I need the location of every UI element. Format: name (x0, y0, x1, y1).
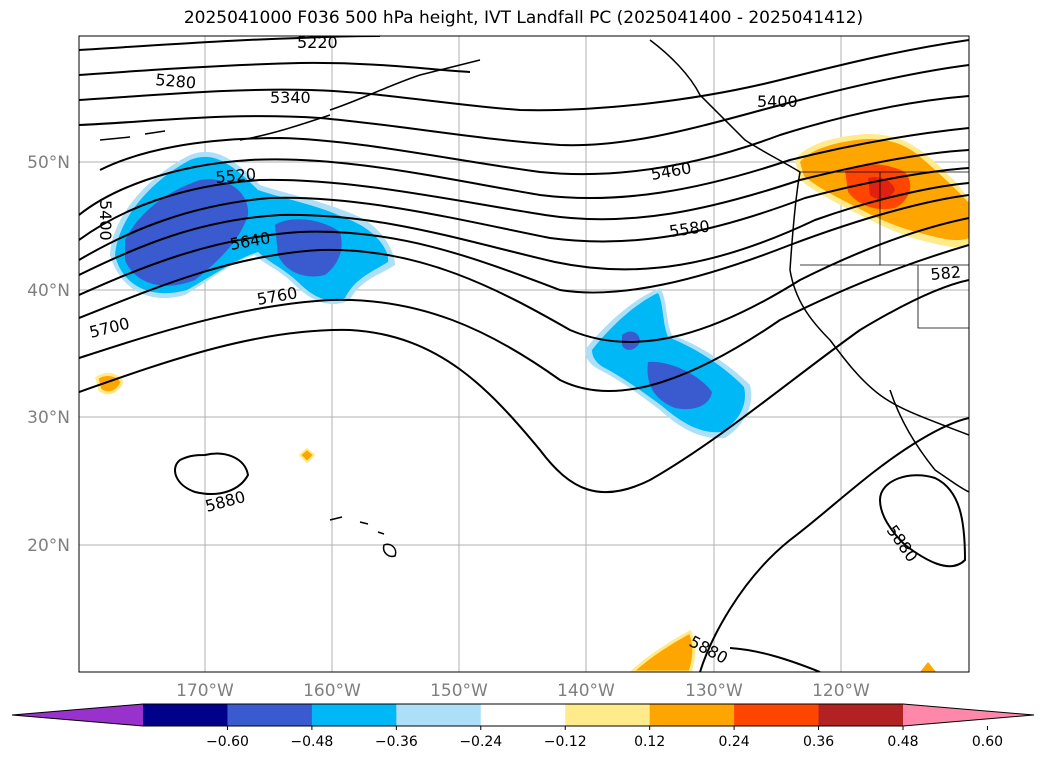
longitude-labels: 170°W 160°W 150°W 140°W 130°W 120°W (176, 681, 870, 701)
ivt-negative-region-east (585, 288, 752, 439)
colorbar-tick-label: 0.48 (887, 734, 918, 750)
contour-label: 5400 (96, 200, 115, 241)
colorbar-extend-high (903, 704, 1034, 726)
colorbar-tick-label: 0.12 (634, 734, 665, 750)
colorbar-tick-label: 0.60 (972, 734, 1003, 750)
map-panel (79, 36, 969, 672)
lat-label: 50°N (27, 153, 70, 173)
lon-label: 170°W (176, 681, 234, 701)
contour-label: 5520 (215, 165, 257, 187)
lon-label: 130°W (685, 681, 743, 701)
colorbar-tick-label: −0.36 (375, 734, 418, 750)
colorbar-tick-label: 0.24 (719, 734, 750, 750)
colorbar-bin (143, 704, 228, 726)
colorbar-bin (311, 704, 397, 726)
colorbar-bin (734, 704, 820, 726)
colorbar-outline (11, 703, 1035, 727)
lat-label: 40°N (27, 281, 70, 301)
colorbar-tick-label: −0.48 (290, 734, 333, 750)
colorbar-tick-label: −0.12 (544, 734, 587, 750)
contour-label: 582 (930, 262, 962, 284)
colorbar-extend-low (12, 704, 143, 726)
ivt-spot-south (629, 629, 696, 672)
colorbar-tick-label: 0.36 (803, 734, 834, 750)
colorbar-bin (565, 704, 651, 726)
height-contours (79, 36, 969, 672)
ivt-positive-region-northeast (795, 133, 969, 248)
latitude-labels: 50°N 40°N 30°N 20°N (27, 153, 70, 556)
lon-label: 140°W (557, 681, 615, 701)
contour-label: 5400 (757, 92, 798, 111)
lat-label: 20°N (27, 536, 70, 556)
colorbar-bin (649, 704, 735, 726)
colorbar-bin (227, 704, 313, 726)
colorbar-tick-label: −0.60 (206, 734, 249, 750)
colorbar-bin (396, 704, 482, 726)
ivt-spot-southeast (920, 662, 936, 672)
colorbar-bin (480, 704, 566, 726)
map-frame (78, 35, 970, 673)
colorbar: −0.60 −0.48 −0.36 −0.24 −0.12 0.12 0.24 0.36 0.4… (11, 703, 1035, 750)
ivt-spot-mid (298, 447, 316, 464)
coastlines (99, 39, 969, 558)
colorbar-bin (818, 704, 904, 726)
lon-label: 120°W (812, 681, 870, 701)
state-borders (800, 171, 969, 329)
lon-label: 150°W (430, 681, 488, 701)
contour-label: 5340 (270, 88, 311, 107)
colorbar-tick-label: −0.24 (459, 734, 502, 750)
contour-label: 5280 (155, 70, 197, 92)
contour-label: 5220 (297, 33, 338, 52)
map-title: 2025041000 F036 500 hPa height, IVT Land… (183, 8, 864, 28)
lon-label: 160°W (303, 681, 361, 701)
lat-label: 30°N (27, 408, 70, 428)
